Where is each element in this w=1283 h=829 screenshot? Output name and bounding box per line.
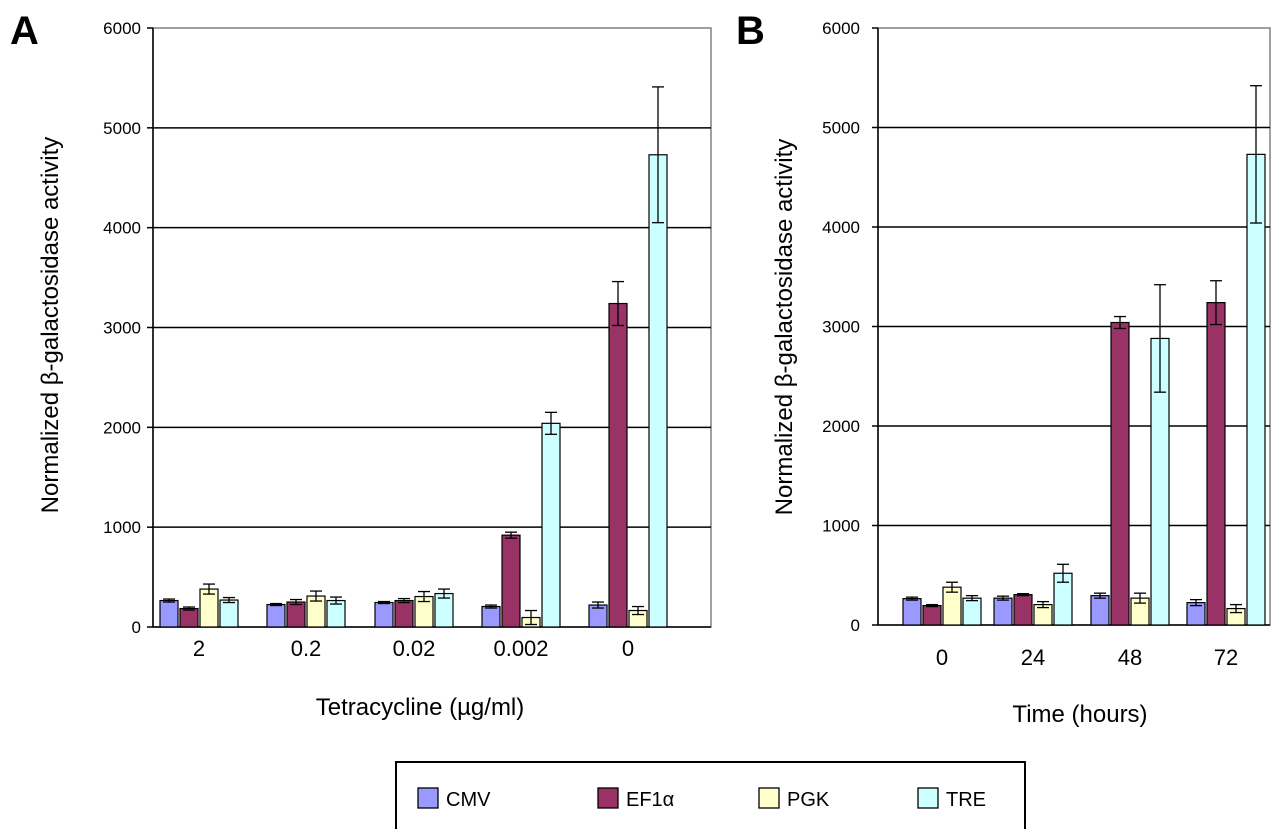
- x-category-label: 0.002: [493, 636, 548, 661]
- y-tick-label: 0: [132, 618, 141, 637]
- bar-cmv-2: [1090, 595, 1110, 626]
- bar-ef1-0: [922, 604, 942, 626]
- bar-ef1-2: [1110, 321, 1130, 626]
- legend-label: TRE: [946, 789, 986, 811]
- bar-tre-3: [1246, 153, 1266, 626]
- bar-tre-3: [541, 422, 561, 628]
- chart-panel-b: 0 1000 2000 3000 4000 5000 6000 0 24 48 72 B Time (h…: [736, 9, 1271, 728]
- bar-cmv-2: [374, 601, 394, 628]
- bar-ef1-2: [394, 599, 414, 628]
- y-tick-label: 5000: [822, 119, 860, 138]
- y-axis-title: Normalized β-galactosidase activity: [37, 137, 64, 514]
- legend-swatch-cmv: [417, 787, 439, 809]
- bar-tre-0: [962, 597, 982, 626]
- bar-ef1-1: [286, 601, 306, 628]
- y-tick-label: 6000: [822, 19, 860, 38]
- y-tick-label: 2000: [822, 417, 860, 436]
- x-axis-title: Time (hours): [1012, 701, 1147, 728]
- x-axis-title: Tetracycline (µg/ml): [316, 694, 525, 721]
- bar-ef1-0: [179, 607, 199, 628]
- legend-label: CMV: [446, 789, 491, 811]
- x-category-label: 0: [622, 636, 634, 661]
- x-category-label: 24: [1021, 645, 1045, 670]
- y-axis-title: Normalized β-galactosidase activity: [771, 139, 798, 516]
- y-tick-label: 3000: [103, 319, 141, 338]
- bar-ef1-3: [501, 534, 521, 628]
- y-tick-label: 0: [851, 616, 860, 635]
- legend-swatch-pgk: [758, 787, 780, 809]
- legend-label: PGK: [787, 789, 830, 811]
- bar-ef1-3: [1206, 302, 1226, 626]
- y-tick-label: 3000: [822, 318, 860, 337]
- panel-label: B: [736, 9, 765, 53]
- bar-cmv-0: [902, 598, 922, 626]
- legend-swatch-ef1: [597, 787, 619, 809]
- bar-ef1-1: [1013, 594, 1033, 626]
- y-tick-label: 6000: [103, 19, 141, 38]
- x-category-label: 0.2: [291, 636, 322, 661]
- chart-panel-a: 0 1000 2000 3000 4000 5000 6000 2 0.2 0.02 0.002 0 A…: [10, 9, 712, 721]
- y-tick-label: 1000: [822, 517, 860, 536]
- x-category-label: 2: [193, 636, 205, 661]
- x-category-label: 72: [1214, 645, 1238, 670]
- panel-label: A: [10, 9, 39, 53]
- y-tick-label: 1000: [103, 518, 141, 537]
- legend: CMV EF1α PGK TRE: [395, 761, 1026, 829]
- x-category-label: 0.02: [393, 636, 436, 661]
- bar-ef1-4: [608, 302, 628, 628]
- y-tick-label: 4000: [103, 219, 141, 238]
- x-category-label: 0: [936, 645, 948, 670]
- bar-cmv-1: [993, 597, 1013, 626]
- y-tick-label: 5000: [103, 119, 141, 138]
- legend-swatch-tre: [917, 787, 939, 809]
- bar-pgk-0: [942, 586, 962, 626]
- legend-label: EF1α: [626, 789, 674, 811]
- y-tick-label: 2000: [103, 418, 141, 437]
- y-tick-label: 4000: [822, 218, 860, 237]
- bar-tre-0: [219, 599, 239, 628]
- bar-tre-4: [648, 154, 668, 628]
- bar-pgk-0: [199, 588, 219, 628]
- bar-cmv-3: [481, 605, 501, 628]
- bar-cmv-1: [266, 603, 286, 628]
- bar-cmv-0: [159, 599, 179, 628]
- x-category-label: 48: [1118, 645, 1142, 670]
